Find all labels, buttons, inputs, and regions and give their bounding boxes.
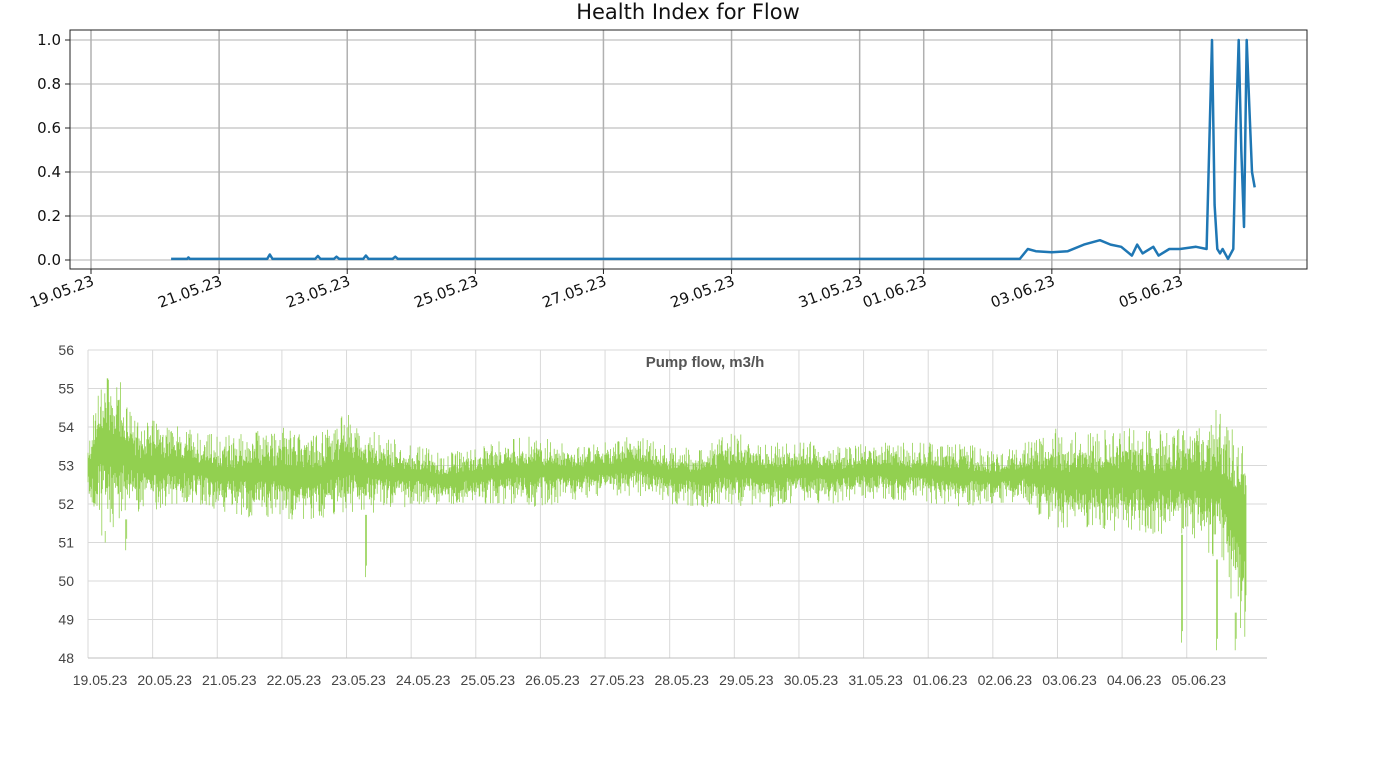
chart2-ytick-label: 48 xyxy=(58,650,74,666)
chart2-xtick-label: 02.06.23 xyxy=(978,672,1033,688)
chart1-ytick-label: 0.4 xyxy=(37,163,61,181)
chart1-xtick-label: 29.05.23 xyxy=(668,272,737,312)
chart2-xtick-label: 29.05.23 xyxy=(719,672,774,688)
chart2-xtick-label: 30.05.23 xyxy=(784,672,839,688)
chart2-ytick-label: 53 xyxy=(58,458,74,474)
chart2-xtick-label: 25.05.23 xyxy=(461,672,516,688)
chart2-ytick-label: 52 xyxy=(58,496,74,512)
health-index-chart: Health Index for Flow 0.0 0.2 0.4 0.6 0.8 1.0… xyxy=(27,0,1308,312)
chart1-title: Health Index for Flow xyxy=(576,0,800,24)
chart2-series-line xyxy=(87,378,1247,651)
chart2-xtick-label: 28.05.23 xyxy=(654,672,709,688)
chart2-xtick-label: 05.06.23 xyxy=(1172,672,1227,688)
chart2-xtick-label: 23.05.23 xyxy=(331,672,386,688)
chart2-xtick-label: 31.05.23 xyxy=(848,672,903,688)
chart2-xtick-label: 01.06.23 xyxy=(913,672,968,688)
chart2-xtick-label: 24.05.23 xyxy=(396,672,451,688)
chart2-xtick-label: 20.05.23 xyxy=(137,672,192,688)
chart2-ytick-label: 50 xyxy=(58,573,74,589)
chart1-series-line xyxy=(171,38,1256,261)
chart1-xtick-label: 23.05.23 xyxy=(284,272,353,312)
chart1-ytick-label: 0.2 xyxy=(37,207,61,225)
chart2-ytick-label: 51 xyxy=(58,535,74,551)
chart2-xtick-label: 21.05.23 xyxy=(202,672,257,688)
chart2-xtick-label: 26.05.23 xyxy=(525,672,580,688)
chart2-ytick-label: 56 xyxy=(58,342,74,358)
chart1-xtick-label: 27.05.23 xyxy=(540,272,609,312)
chart2-title: Pump flow, m3/h xyxy=(646,354,765,371)
chart1-xtick-label: 25.05.23 xyxy=(412,272,481,312)
chart1-ytick-label: 0.8 xyxy=(37,75,61,93)
chart1-ytick-label: 0.6 xyxy=(37,119,61,137)
chart2-xtick-label: 27.05.23 xyxy=(590,672,645,688)
chart1-xtick-label: 05.06.23 xyxy=(1116,272,1185,312)
chart2-ytick-label: 49 xyxy=(58,612,74,628)
chart1-plot-frame xyxy=(69,29,1308,270)
chart2-xtick-label: 22.05.23 xyxy=(267,672,322,688)
chart2-ytick-label: 55 xyxy=(58,381,74,397)
chart1-xtick-label: 19.05.23 xyxy=(27,272,96,312)
chart1-xtick-label: 03.06.23 xyxy=(988,272,1057,312)
chart1-xtick-label: 01.06.23 xyxy=(860,272,929,312)
pump-flow-chart: Pump flow, m3/h 48 49 50 51 52 53 54 55 56 19.05… xyxy=(58,342,1267,688)
chart2-xtick-label: 03.06.23 xyxy=(1042,672,1097,688)
chart1-ytick-label: 0.0 xyxy=(37,251,61,269)
chart2-ytick-label: 54 xyxy=(58,419,74,435)
chart1-xtick-label: 31.05.23 xyxy=(796,272,865,312)
chart1-ytick-label: 1.0 xyxy=(37,31,61,49)
chart1-xtick-label: 21.05.23 xyxy=(156,272,225,312)
chart2-xtick-label: 04.06.23 xyxy=(1107,672,1162,688)
chart2-xtick-label: 19.05.23 xyxy=(73,672,128,688)
